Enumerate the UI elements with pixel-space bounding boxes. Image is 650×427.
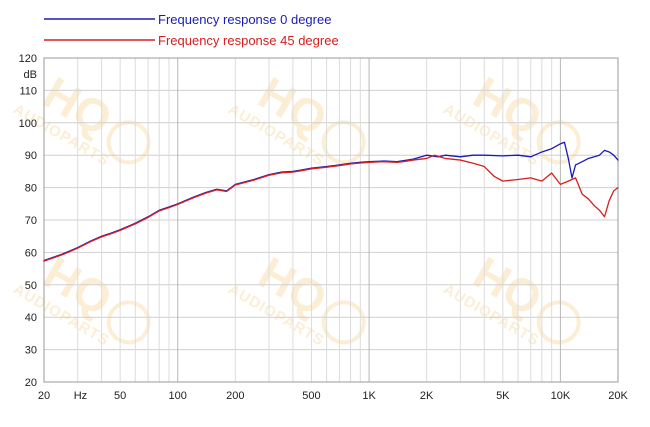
y-tick-label: 30 (25, 345, 37, 357)
plot-frame (43, 57, 619, 383)
x-tick-label: 2K (420, 390, 434, 402)
y-tick-label: 20 (25, 377, 37, 389)
y-tick-label: 40 (25, 312, 37, 324)
x-unit-label: Hz (74, 390, 87, 402)
x-tick-label: 1K (362, 390, 376, 402)
x-tick-label: 5K (496, 390, 510, 402)
x-tick-label: 20 (38, 390, 50, 402)
watermark-ring-icon (321, 300, 366, 345)
y-tick-label: 60 (25, 247, 37, 259)
legend: Frequency response 0 degree Frequency res… (44, 12, 339, 48)
watermark-ring-icon (536, 300, 581, 345)
y-tick-label: 80 (25, 183, 37, 195)
x-tick-label: 20K (608, 390, 628, 402)
y-tick-label: 50 (25, 280, 37, 292)
x-tick-label: 50 (114, 390, 126, 402)
x-tick-label: 500 (302, 390, 320, 402)
y-tick-label: 70 (25, 215, 37, 227)
legend-label-1: Frequency response 45 degree (158, 33, 339, 48)
axis-labels: 120 110 100 90 80 70 60 50 40 30 20 dB 20 50 100 200 500… (19, 53, 629, 402)
grid-layer (44, 58, 618, 382)
series-line-1 (43, 154, 619, 262)
series-layer (43, 141, 619, 262)
y-tick-label: 110 (19, 85, 37, 97)
x-tick-label: 10K (551, 390, 571, 402)
x-tick-label: 100 (169, 390, 187, 402)
watermark-ring-icon (106, 300, 151, 345)
y-unit-label: dB (24, 69, 37, 81)
legend-label-0: Frequency response 0 degree (158, 12, 331, 27)
watermark-ring-icon (106, 120, 151, 165)
y-tick-label: 90 (25, 150, 37, 162)
x-tick-label: 200 (226, 390, 244, 402)
y-tick-label: 120 (19, 53, 37, 65)
y-tick-label: 100 (19, 118, 37, 130)
